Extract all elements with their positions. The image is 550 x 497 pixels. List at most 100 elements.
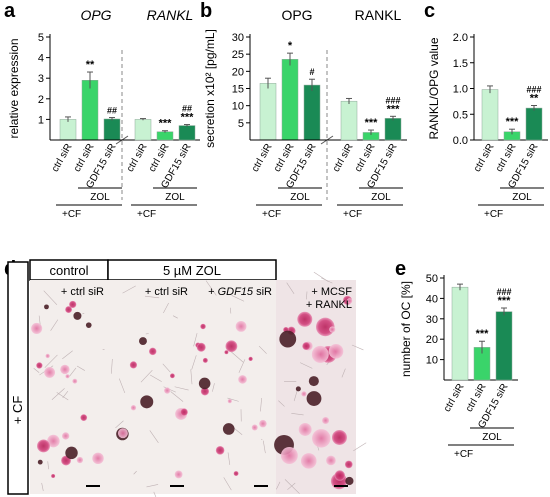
cell <box>215 446 225 455</box>
cell <box>200 323 206 330</box>
header-control: control <box>49 263 88 278</box>
cell <box>198 377 211 390</box>
panel-treatment-label: + GDF15 siR <box>208 286 272 298</box>
panel-treatment-label: + RANKL <box>306 299 352 311</box>
cell <box>346 298 353 304</box>
cell <box>279 330 297 348</box>
cell <box>45 353 50 359</box>
y-tick-label: 2.0 <box>453 32 468 44</box>
cell <box>47 434 60 448</box>
cell <box>233 471 239 476</box>
cell <box>36 362 43 369</box>
zol-label: ZOL <box>482 432 502 443</box>
cell <box>302 342 311 351</box>
fiber-stroke <box>50 319 59 331</box>
fiber-stroke <box>62 391 69 398</box>
fiber-stroke <box>223 477 232 491</box>
cell <box>149 347 157 356</box>
fiber-stroke <box>111 358 113 374</box>
cell <box>200 387 210 396</box>
fiber-stroke <box>291 413 304 416</box>
cf-label: +CF <box>454 449 473 460</box>
fiber-stroke <box>260 398 262 412</box>
bar <box>525 107 543 141</box>
cell <box>238 375 247 384</box>
significance-label: ### <box>526 84 541 94</box>
fiber-stroke <box>238 359 246 373</box>
fiber-stroke <box>163 302 169 314</box>
cell <box>140 395 154 409</box>
panel-label-a: a <box>4 0 16 22</box>
significance-label: *** <box>365 117 379 129</box>
bar <box>451 286 469 381</box>
fiber-stroke <box>227 452 231 465</box>
fiber-stroke <box>231 295 245 302</box>
side-label: + CF <box>10 396 25 425</box>
cell <box>328 344 344 359</box>
bar <box>156 131 174 141</box>
fiber-stroke <box>278 400 285 407</box>
y-tick-label: 5 <box>238 118 244 130</box>
fiber-stroke <box>262 440 266 454</box>
significance-label: ## <box>182 104 192 114</box>
cell <box>92 452 104 465</box>
group-title: OPG <box>281 7 312 23</box>
fiber-stroke <box>227 397 239 402</box>
cell <box>202 357 208 363</box>
significance-label: ** <box>86 59 95 71</box>
zol-label: ZOL <box>90 192 110 203</box>
cell <box>344 460 353 469</box>
fiber-stroke <box>286 282 295 294</box>
fiber-stroke <box>122 285 136 294</box>
cell <box>65 306 72 313</box>
cell <box>73 311 82 320</box>
cell <box>196 342 206 352</box>
y-tick-label: 50 <box>426 273 438 285</box>
micrograph-panel: + CF control 5 µM ZOL + ctrl siR + ctrl s… <box>7 259 367 497</box>
zol-label: ZOL <box>165 192 185 203</box>
fiber-stroke <box>258 345 267 354</box>
y-axis-label: relative expression <box>7 38 21 138</box>
x-tick-label: ctrl siR <box>125 142 150 174</box>
cell <box>227 399 232 404</box>
panel-label-b: b <box>200 0 213 22</box>
cell <box>85 322 92 328</box>
cell <box>76 456 84 464</box>
zol-label: ZOL <box>371 192 391 203</box>
cell <box>334 470 346 481</box>
fiber-stroke <box>276 481 281 490</box>
y-tick-label: 1.0 <box>453 84 468 96</box>
y-tick-label: 15 <box>232 84 244 96</box>
cf-label: +CF <box>484 209 503 220</box>
cell <box>300 453 317 469</box>
cell <box>44 366 56 378</box>
panel-label-c: c <box>424 0 436 22</box>
cell <box>295 386 301 392</box>
y-tick-label: 10 <box>426 355 438 367</box>
cell <box>65 374 70 379</box>
panel-treatment-label: + ctrl siR <box>61 286 104 298</box>
cell <box>306 391 322 406</box>
cell <box>117 428 128 439</box>
fiber-stroke <box>33 367 40 373</box>
fiber-stroke <box>341 368 346 378</box>
cell <box>259 419 267 428</box>
fiber-stroke <box>321 277 333 284</box>
fiber-stroke <box>170 391 184 402</box>
cell <box>169 373 175 379</box>
fiber-stroke <box>51 388 65 400</box>
y-tick-label: 10 <box>232 101 244 113</box>
y-axis-label: RANKL/OPG value <box>427 37 441 139</box>
x-tick-label: ctrl siR <box>250 142 275 174</box>
y-tick-label: 1 <box>38 114 44 126</box>
y-tick-label: 20 <box>426 334 438 346</box>
x-tick-label: ctrl siR <box>50 142 75 174</box>
bar <box>178 125 196 141</box>
cell <box>224 350 229 355</box>
y-tick-label: 0.5 <box>453 109 468 121</box>
bar <box>281 59 299 141</box>
fiber-stroke <box>230 351 244 363</box>
cell <box>51 473 56 479</box>
panel-treatment-label: + MCSF <box>311 286 352 298</box>
